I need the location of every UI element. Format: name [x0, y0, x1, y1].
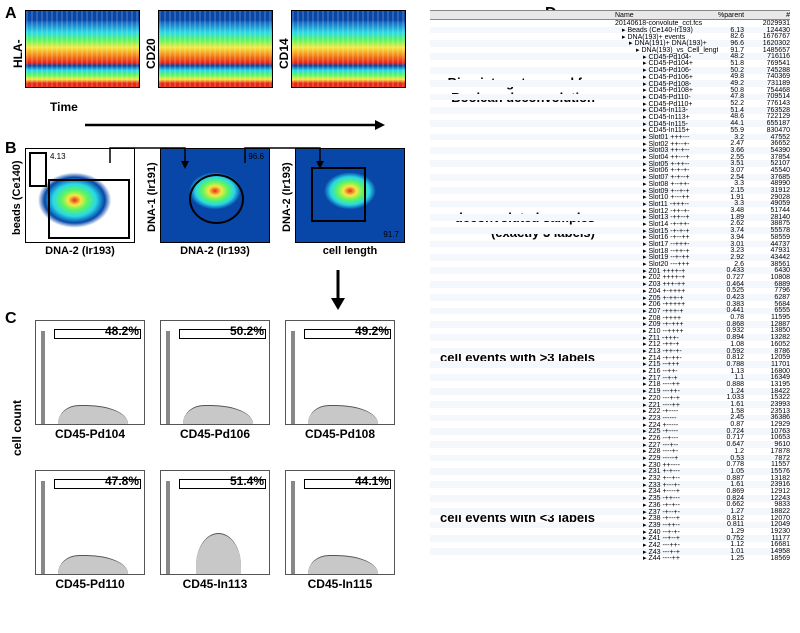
dna-gate: [48, 179, 130, 239]
hist-CD45-Pd110: 47.8%: [35, 470, 145, 575]
panel-a-ylabel-1: CD20: [144, 15, 158, 93]
hist-CD45-Pd106: 50.2%: [160, 320, 270, 425]
gating-table: Name%parent#20140618-convolute_cct.fcs20…: [430, 10, 790, 562]
hist-pct-3: 47.8%: [105, 474, 139, 488]
hist-label-1: CD45-Pd106: [160, 427, 270, 441]
panel-a-plot-2: [291, 10, 406, 88]
bead-gate: [29, 152, 47, 187]
cell-count-label: cell count: [10, 400, 24, 456]
hist-pct-0: 48.2%: [105, 324, 139, 338]
hist-label-3: CD45-Pd110: [35, 577, 145, 591]
table-header: Name%parent#: [430, 10, 790, 20]
hist-CD45-In115: 44.1%: [285, 470, 395, 575]
dna-ellipse-gate: [189, 174, 244, 224]
hist-CD45-Pd108: 49.2%: [285, 320, 395, 425]
hist-pct-5: 44.1%: [355, 474, 389, 488]
length-gate: [311, 167, 366, 222]
down-arrow: [328, 270, 348, 310]
hist-label-2: CD45-Pd108: [285, 427, 395, 441]
time-label: Time: [50, 100, 78, 114]
hist-label-5: CD45-In115: [285, 577, 395, 591]
panel-a-ylabel-2: CD14: [277, 15, 291, 93]
panel-a-plot-1: [158, 10, 273, 88]
panel-b-xlabel-1: DNA-2 (Ir193): [160, 245, 270, 257]
panel-c-label: C: [5, 310, 17, 328]
time-arrow: [85, 118, 385, 135]
hist-pct-4: 51.4%: [230, 474, 264, 488]
gate-arrow-2: [240, 143, 330, 173]
gate-arrow-1: [105, 143, 195, 173]
hist-CD45-In113: 51.4%: [160, 470, 270, 575]
hist-label-4: CD45-In113: [160, 577, 270, 591]
hist-pct-1: 50.2%: [230, 324, 264, 338]
panel-b-xlabel-0: DNA-2 (Ir193): [25, 245, 135, 257]
panel-a-plot-0: [25, 10, 140, 88]
panel-b-ylabel-0: beads (Ce140): [11, 150, 23, 245]
hist-CD45-Pd104: 48.2%: [35, 320, 145, 425]
hist-label-0: CD45-Pd104: [35, 427, 145, 441]
hist-pct-2: 49.2%: [355, 324, 389, 338]
table-row: ▸ Z44 ----++1.2518569: [430, 555, 790, 562]
panel-b-xlabel-2: cell length: [295, 245, 405, 257]
